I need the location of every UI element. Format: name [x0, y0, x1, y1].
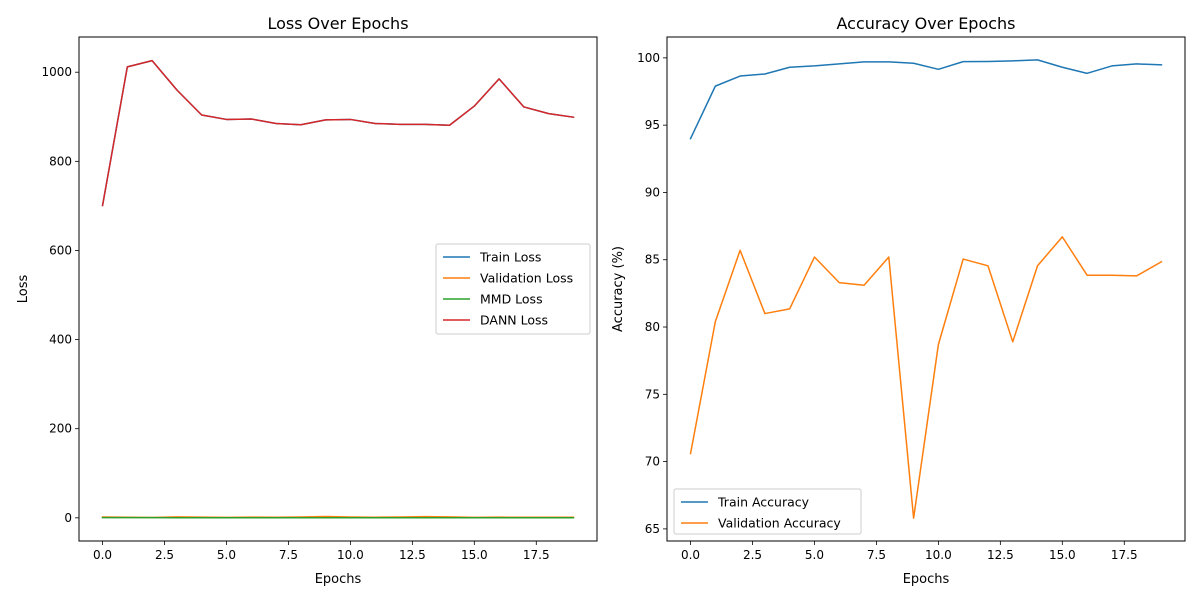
accuracy-legend-label-0: Train Accuracy	[717, 495, 810, 510]
accuracy-x-tick-label: 7.5	[867, 548, 886, 562]
loss-y-tick-label: 800	[49, 154, 72, 168]
loss-y-tick-label: 400	[49, 333, 72, 347]
loss-y-tick-label: 1000	[41, 65, 72, 79]
loss-plot-lines	[101, 59, 575, 519]
accuracy-plot-lines	[689, 59, 1163, 519]
accuracy-series-line-0	[689, 59, 1163, 140]
loss-x-tick-label: 7.5	[279, 548, 298, 562]
accuracy-y-tick-label: 85	[645, 253, 660, 267]
accuracy-legend: Train Accuracy Validation Accuracy	[673, 488, 862, 535]
accuracy-y-tick-label: 100	[637, 51, 660, 65]
loss-y-tick-label: 600	[49, 243, 72, 257]
accuracy-legend-label-1: Validation Accuracy	[718, 516, 841, 531]
loss-x-axis: 0.0 2.5 5.0 7.5 10.0 12.5 15.0 17.5	[93, 541, 550, 562]
accuracy-series-line-1	[689, 236, 1163, 519]
accuracy-plot-frame	[666, 36, 1186, 542]
accuracy-chart: Accuracy Over Epochs 0.0 2.5 5.0 7.5 10.0 12.…	[611, 14, 1186, 587]
loss-y-tick-label: 0	[64, 511, 72, 525]
accuracy-y-axis-label: Accuracy (%)	[611, 246, 626, 332]
accuracy-x-tick-label: 15.0	[1049, 548, 1076, 562]
loss-legend-label-0: Train Loss	[479, 250, 541, 265]
accuracy-x-tick-label: 2.5	[743, 548, 762, 562]
loss-y-axis-label: Loss	[16, 275, 31, 304]
accuracy-y-tick-label: 65	[645, 522, 660, 536]
loss-x-tick-label: 12.5	[399, 548, 426, 562]
accuracy-y-tick-label: 90	[645, 185, 660, 199]
loss-x-tick-label: 0.0	[93, 548, 112, 562]
accuracy-x-axis: 0.0 2.5 5.0 7.5 10.0 12.5 15.0 17.5	[681, 541, 1138, 562]
accuracy-y-tick-label: 95	[645, 118, 660, 132]
accuracy-x-tick-label: 0.0	[681, 548, 700, 562]
accuracy-legend-box	[673, 488, 862, 535]
loss-chart-title: Loss Over Epochs	[267, 14, 408, 33]
loss-x-tick-label: 15.0	[461, 548, 488, 562]
accuracy-y-tick-label: 80	[645, 320, 660, 334]
accuracy-x-axis-label: Epochs	[903, 572, 950, 587]
loss-y-tick-label: 200	[49, 422, 72, 436]
loss-legend-box	[435, 243, 591, 335]
loss-legend: Train Loss Validation Loss MMD Loss DANN Lo…	[435, 243, 591, 335]
accuracy-y-axis: 65 70 75 80 85 90 95 100	[637, 51, 667, 536]
loss-legend-label-2: MMD Loss	[480, 292, 543, 307]
loss-series-line-3	[101, 59, 575, 207]
loss-x-tick-label: 17.5	[523, 548, 550, 562]
loss-y-axis: 0 200 400 600 800 1000	[41, 65, 79, 525]
accuracy-y-tick-label: 70	[645, 455, 660, 469]
loss-legend-label-3: DANN Loss	[480, 313, 548, 328]
accuracy-x-tick-label: 5.0	[805, 548, 824, 562]
loss-x-tick-label: 10.0	[337, 548, 364, 562]
accuracy-chart-title: Accuracy Over Epochs	[836, 14, 1015, 33]
accuracy-x-tick-label: 12.5	[987, 548, 1014, 562]
loss-x-axis-label: Epochs	[315, 572, 362, 587]
accuracy-x-tick-label: 10.0	[925, 548, 952, 562]
accuracy-y-tick-label: 75	[645, 387, 660, 401]
loss-plot-frame	[78, 36, 598, 542]
accuracy-x-tick-label: 17.5	[1111, 548, 1138, 562]
loss-legend-label-1: Validation Loss	[480, 271, 573, 286]
loss-chart: Loss Over Epochs 0.0 2.5 5.0 7.5 10.0 12.5 15.…	[16, 14, 598, 587]
loss-x-tick-label: 2.5	[155, 548, 174, 562]
loss-x-tick-label: 5.0	[217, 548, 236, 562]
